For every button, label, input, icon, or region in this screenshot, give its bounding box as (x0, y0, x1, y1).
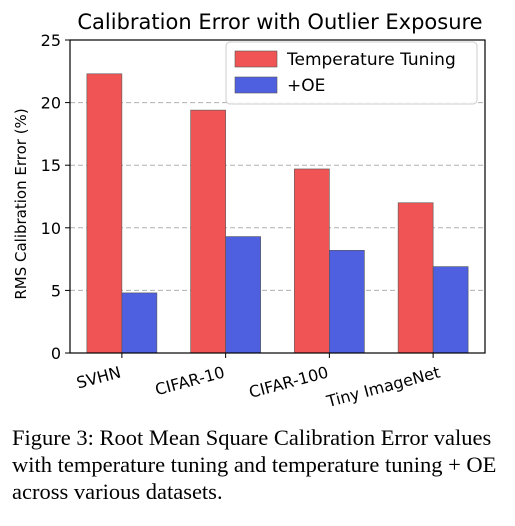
y-tick-label: 20 (41, 94, 61, 113)
bar-oe-svhn (121, 292, 158, 354)
legend-swatch (234, 76, 278, 94)
x-tick-label: Tiny ImageNet (324, 363, 443, 412)
legend-label: +OE (287, 76, 325, 96)
chart-title: Calibration Error with Outlier Exposure (77, 10, 482, 34)
legend-label: Temperature Tuning (286, 50, 456, 70)
bar-temperature-tuning-cifar-10 (190, 109, 226, 354)
legend-swatch (234, 50, 278, 68)
y-tick-label: 15 (41, 156, 61, 175)
plot-frame (69, 39, 486, 354)
legend-box (225, 41, 478, 105)
y-tick-label: 25 (41, 31, 61, 50)
y-tick-label: 0 (51, 344, 61, 363)
bar-temperature-tuning-svhn (86, 73, 123, 354)
bar-temperature-tuning-tiny-imagenet (397, 202, 434, 354)
bar-oe-tiny-imagenet (432, 266, 469, 354)
y-tick-label: 5 (51, 281, 61, 300)
figure-caption: Figure 3: Root Mean Square Calibration E… (12, 425, 497, 504)
bar-oe-cifar-10 (225, 236, 261, 354)
bar-temperature-tuning-cifar-100 (294, 168, 330, 354)
y-axis-label: RMS Calibration Error (%) (12, 108, 30, 299)
x-tick-label: SVHN (74, 363, 122, 393)
bar-chart: Calibration Error with Outlier Exposure … (12, 10, 486, 412)
y-tick-label: 10 (41, 219, 61, 238)
bars (86, 73, 469, 354)
x-tick-label: CIFAR-100 (247, 363, 331, 402)
legend: Temperature Tuning +OE (225, 41, 478, 105)
x-tick-label: CIFAR-10 (153, 363, 227, 400)
bar-oe-cifar-100 (329, 250, 365, 354)
